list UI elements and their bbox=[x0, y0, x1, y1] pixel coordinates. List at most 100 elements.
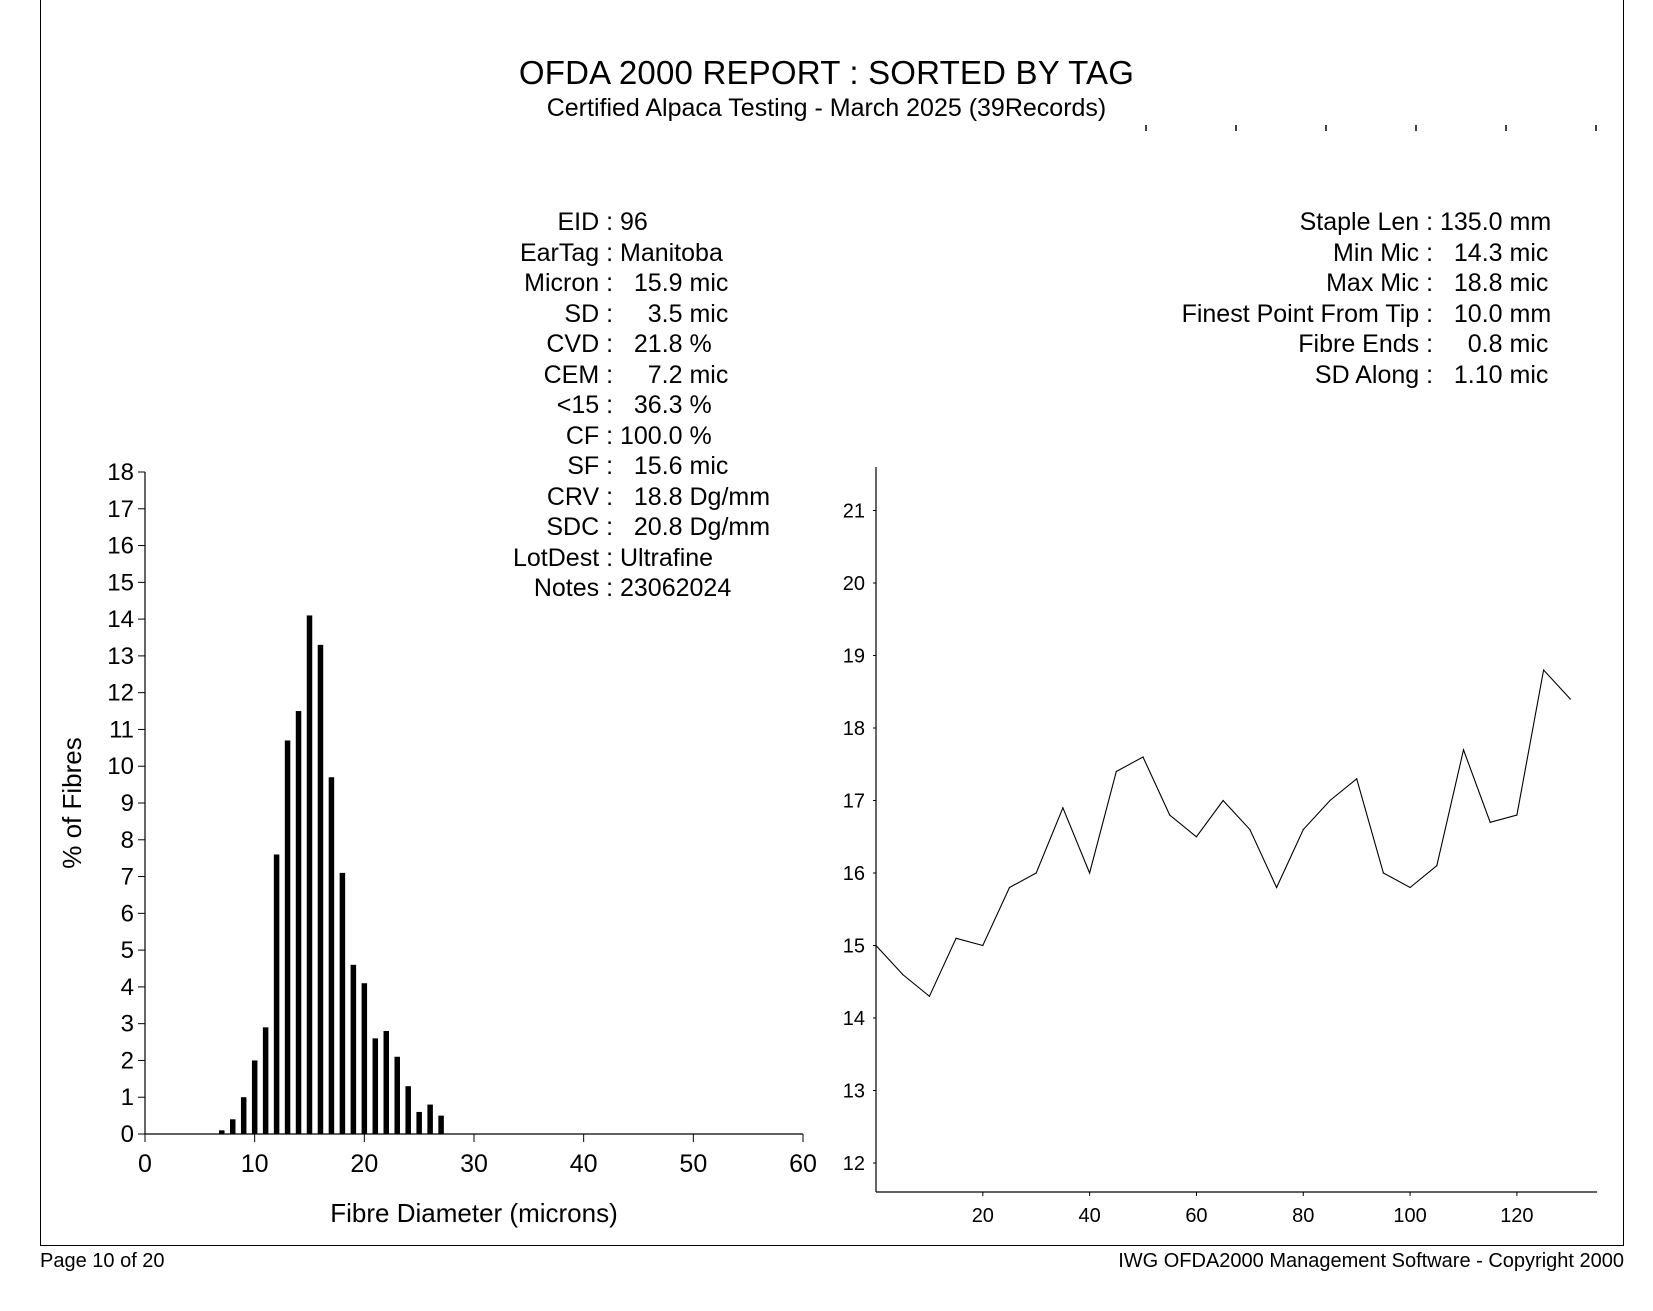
profile-point bbox=[1489, 821, 1491, 823]
profile-point bbox=[1409, 886, 1411, 889]
stat-left-row: CRV : 18.8 Dg/mm bbox=[0, 482, 770, 513]
stat-left-value: 3.5 mic bbox=[620, 299, 729, 328]
stat-right-label: Staple Len : bbox=[1299, 208, 1440, 236]
stat-left-value: 15.9 mic bbox=[620, 269, 729, 297]
y-tick-label: 11 bbox=[109, 716, 134, 743]
profile-point bbox=[1062, 807, 1064, 809]
y-tick-label: 4 bbox=[121, 974, 134, 1001]
stat-right-label: Finest Point From Tip : bbox=[1181, 299, 1440, 328]
stat-left-value: 15.6 mic bbox=[620, 452, 729, 480]
y-tick-label: 16 bbox=[843, 863, 865, 885]
stat-left-value: Ultrafine bbox=[620, 543, 714, 572]
y-tick-label: 19 bbox=[843, 646, 865, 668]
profile-line-chart: 12 13 14 15 16 17 18 19 20 21 20 40 60 80 100 120 bbox=[843, 467, 1597, 1227]
profile-point bbox=[1302, 828, 1304, 831]
stat-right-row: Max Mic : 18.8 mic bbox=[0, 268, 1551, 299]
histogram-bar bbox=[240, 1097, 247, 1134]
stat-right-label: Max Mic : bbox=[1326, 269, 1440, 297]
histogram-bar bbox=[339, 872, 346, 1134]
stat-right-value: 135.0 mm bbox=[1440, 208, 1552, 236]
y-tick-label: 20 bbox=[843, 573, 865, 595]
histogram-bar bbox=[361, 983, 368, 1134]
y-tick-label: 13 bbox=[843, 1081, 865, 1103]
profile-point bbox=[1035, 872, 1037, 874]
stat-left-row: CF : 100.0 % bbox=[0, 421, 770, 452]
stat-left-row: <15 : 36.3 % bbox=[0, 390, 770, 421]
stat-left-value: 7.2 mic bbox=[620, 360, 729, 389]
micron-profile-line bbox=[875, 668, 1571, 998]
profile-point bbox=[1275, 886, 1278, 889]
profile-point bbox=[875, 944, 877, 947]
stat-left-label: CF : bbox=[565, 421, 620, 450]
histogram-bar bbox=[350, 964, 357, 1134]
stat-left-label: CVD : bbox=[546, 330, 620, 358]
stats-left: EID : 96 EarTag : Manitoba Micron : 15.9 m… bbox=[0, 207, 770, 604]
y-tick-label: 15 bbox=[107, 569, 134, 596]
profile-point bbox=[1115, 770, 1117, 773]
stat-left-row: LotDest : Ultrafine bbox=[0, 543, 770, 574]
stat-left-row: EID : 96 bbox=[0, 207, 770, 238]
x-tick-label: 60 bbox=[789, 1150, 817, 1178]
stat-right-label: Min Mic : bbox=[1333, 238, 1440, 267]
y-tick-label: 17 bbox=[107, 496, 134, 523]
histogram-bar bbox=[438, 1115, 444, 1134]
page-number: Page 10 of 20 bbox=[40, 1250, 165, 1272]
profile-point bbox=[902, 973, 904, 976]
y-tick-label: 12 bbox=[843, 1153, 865, 1175]
profile-point bbox=[928, 995, 931, 997]
histogram-bar bbox=[372, 1038, 379, 1134]
histogram-bar bbox=[317, 644, 324, 1134]
report-title: OFDA 2000 REPORT : SORTED BY TAG bbox=[518, 54, 1135, 91]
stat-left-label: SD : bbox=[564, 299, 620, 328]
profile-point bbox=[955, 937, 957, 939]
stat-left-label: EarTag : bbox=[519, 238, 620, 267]
profile-point bbox=[1008, 886, 1011, 889]
stat-right-row: Finest Point From Tip : 10.0 mm bbox=[0, 299, 1552, 330]
y-tick-label: 21 bbox=[843, 501, 865, 523]
stat-left-label: Notes : bbox=[533, 574, 620, 602]
profile-point bbox=[1195, 836, 1198, 838]
stat-left-label: Micron : bbox=[524, 269, 620, 297]
x-tick-label: 40 bbox=[570, 1150, 598, 1178]
profile-point bbox=[1169, 814, 1171, 816]
top-ruler-ticks bbox=[1145, 125, 1597, 131]
x-tick-label: 40 bbox=[1079, 1205, 1101, 1227]
stat-left-label: SDC : bbox=[546, 513, 620, 541]
stat-left-label: CEM : bbox=[543, 360, 620, 389]
histogram-bar bbox=[262, 1027, 269, 1134]
x-tick-label: 60 bbox=[1185, 1205, 1207, 1227]
stat-left-value: 36.3 % bbox=[620, 391, 712, 419]
histogram-bar bbox=[251, 1060, 258, 1134]
x-tick-label: 50 bbox=[679, 1150, 707, 1178]
stat-right-row: Staple Len : 135.0 mm bbox=[0, 207, 1552, 238]
histogram-bar bbox=[328, 777, 335, 1134]
stat-left-row: SDC : 20.8 Dg/mm bbox=[0, 512, 770, 543]
profile-point bbox=[1142, 756, 1144, 758]
y-tick-label: 0 bbox=[121, 1121, 134, 1148]
y-tick-label: 1 bbox=[121, 1084, 134, 1111]
x-axis-title: Fibre Diameter (microns) bbox=[330, 1198, 618, 1228]
stat-left-row: CEM : 7.2 mic bbox=[0, 360, 770, 391]
x-tick-label: 100 bbox=[1393, 1205, 1426, 1227]
stat-left-row: EarTag : Manitoba bbox=[0, 238, 770, 269]
y-tick-label: 9 bbox=[121, 790, 134, 817]
y-tick-label: 5 bbox=[121, 937, 134, 964]
stat-left-value: 21.8 % bbox=[620, 330, 712, 358]
profile-point bbox=[1569, 698, 1571, 700]
y-tick-label: 12 bbox=[107, 680, 134, 707]
y-tick-label: 3 bbox=[121, 1011, 134, 1038]
profile-point bbox=[1542, 669, 1545, 671]
stat-left-value: 96 bbox=[620, 208, 648, 236]
stat-left-row: Micron : 15.9 mic bbox=[0, 268, 770, 299]
stat-left-value: 18.8 Dg/mm bbox=[620, 482, 771, 511]
profile-point bbox=[1249, 828, 1251, 831]
stat-right-row: Min Mic : 14.3 mic bbox=[0, 238, 1551, 269]
histogram-bar bbox=[229, 1119, 236, 1134]
y-tick-label: 14 bbox=[843, 1008, 865, 1030]
stat-left-label: SF : bbox=[567, 452, 620, 480]
profile-point bbox=[1516, 814, 1518, 816]
x-tick-label: 10 bbox=[241, 1150, 269, 1178]
stat-left-value: 23062024 bbox=[620, 574, 732, 602]
report-frame bbox=[40, 0, 1624, 1246]
histogram-bar bbox=[394, 1056, 400, 1134]
